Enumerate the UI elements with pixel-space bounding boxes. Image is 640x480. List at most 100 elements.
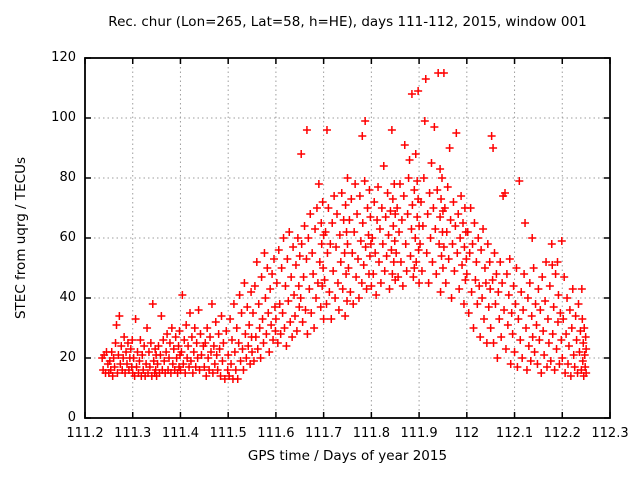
data-point-marker [414,87,423,95]
data-point-marker [244,342,253,350]
data-point-marker [415,279,424,287]
data-point-marker [361,243,370,251]
data-point-marker [433,186,442,194]
data-point-marker [312,204,321,212]
data-point-marker [188,369,197,377]
data-point-marker [582,369,591,377]
data-point-marker [480,315,488,323]
data-point-marker [248,348,257,356]
x-tick-label: 111.9 [400,426,438,441]
data-point-marker [457,192,466,200]
data-point-marker [465,249,474,257]
data-point-marker [510,348,519,356]
data-point-marker [460,243,469,251]
x-tick-label: 111.7 [305,426,343,441]
data-point-marker [302,126,311,134]
data-point-marker [378,240,387,248]
data-point-marker [448,240,457,248]
data-point-marker [418,222,427,230]
data-point-marker [488,276,497,284]
data-point-marker [352,273,361,281]
data-point-marker [206,333,215,341]
data-point-marker [211,318,220,326]
data-point-marker [404,174,413,182]
data-point-marker [110,363,119,371]
data-point-marker [470,219,479,227]
data-point-marker [580,324,589,332]
data-point-marker [222,327,231,335]
data-point-marker [408,201,417,209]
data-point-marker [449,198,458,206]
data-point-marker [533,360,542,368]
data-point-marker [511,300,520,308]
y-tick-label: 40 [59,290,76,305]
x-tick-label: 111.2 [66,426,104,441]
data-point-marker [133,348,142,356]
data-point-marker [160,357,169,365]
data-point-marker [313,279,322,287]
data-point-marker [307,309,316,317]
data-point-marker [458,261,467,269]
data-point-marker [283,255,292,263]
data-point-marker [207,348,215,356]
data-point-marker [459,300,468,308]
data-point-marker [229,300,238,308]
data-point-marker [365,252,374,260]
data-point-marker [331,294,340,302]
data-point-marker [247,288,256,296]
data-point-marker [497,333,506,341]
data-point-marker [250,282,259,290]
data-point-marker [575,348,584,356]
chart-title: Rec. chur (Lon=265, Lat=58, h=HE), days … [108,14,587,30]
data-point-marker [362,285,371,293]
data-point-marker [380,267,389,275]
data-point-marker [521,219,530,227]
data-point-marker [112,321,121,329]
data-point-marker [114,351,123,359]
data-point-marker [256,354,265,362]
data-point-marker [181,369,190,377]
data-point-marker [564,360,572,368]
data-point-marker [542,258,551,266]
data-point-marker [513,363,522,371]
data-point-marker [563,294,572,302]
data-point-marker [240,279,249,287]
data-point-marker [504,291,513,299]
data-point-marker [436,213,445,221]
data-point-marker [416,240,425,248]
data-point-marker [385,285,394,293]
data-point-marker [430,123,439,131]
data-point-marker [412,258,421,266]
data-point-marker [179,360,188,368]
data-point-marker [493,354,502,362]
data-point-marker [548,330,557,338]
data-point-marker [182,321,191,329]
data-point-marker [329,267,338,275]
data-point-marker [297,240,306,248]
data-point-marker [551,270,560,278]
data-point-marker [366,213,375,221]
data-point-marker [349,300,358,308]
data-point-marker [298,318,307,326]
data-point-marker [308,249,317,257]
data-point-marker [375,225,384,233]
data-point-marker [432,270,441,278]
data-point-marker [581,333,590,341]
data-point-marker [212,351,221,359]
data-point-marker [107,348,116,356]
data-point-marker [537,369,546,377]
data-point-marker [580,351,589,359]
data-point-marker [505,255,514,263]
data-point-marker [265,348,274,356]
data-point-marker [558,354,567,362]
data-point-marker [545,282,554,290]
data-point-marker [455,285,464,293]
data-point-marker [438,174,446,182]
data-point-marker [577,285,586,293]
data-point-marker [515,177,524,185]
data-point-marker [337,189,346,197]
data-point-marker [237,309,246,317]
x-tick-label: 111.3 [114,426,152,441]
data-point-marker [128,336,137,344]
data-point-marker [438,264,447,272]
